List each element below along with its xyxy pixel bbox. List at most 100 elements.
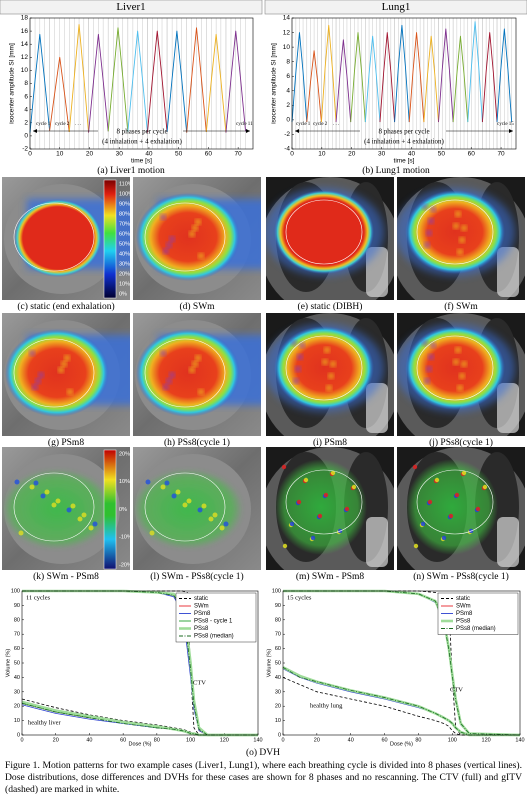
ctv-contour <box>416 199 494 265</box>
y-tick-label: 100 <box>11 588 20 594</box>
x-tick-label: 70 <box>497 151 505 158</box>
figure: Liver1 Lung1 (a) Liver1 motion (b) Lung1… <box>0 0 527 758</box>
panel-caption: (a) Liver1 motion <box>97 165 165 176</box>
diff-spot <box>164 480 170 486</box>
diff-spot <box>66 507 72 513</box>
diff-spot <box>475 506 481 512</box>
y-tick-label: 10 <box>14 718 20 724</box>
y-tick-label: 6 <box>286 73 290 80</box>
diff-spot <box>149 530 155 536</box>
dose-region <box>5 329 109 417</box>
diff-spot <box>186 498 192 504</box>
x-tick-label: 30 <box>378 151 386 158</box>
x-tick-label: 80 <box>415 737 421 743</box>
motion-curve <box>394 24 410 123</box>
y-tick-label: 30 <box>275 689 281 695</box>
colorbar-label: -10% <box>119 535 132 541</box>
y-axis-label: Volume (%) <box>266 649 272 678</box>
diff-spot <box>427 499 433 505</box>
dose-hotspot <box>430 342 436 348</box>
legend-label: static <box>194 596 208 602</box>
diff-region <box>275 459 367 555</box>
ctv-contour <box>13 472 95 542</box>
x-tick-label: 100 <box>448 737 457 743</box>
legend-label: PSs8 (median) <box>194 634 234 640</box>
annotation: CTV <box>193 679 206 686</box>
dose-image <box>133 447 261 570</box>
diff-spot <box>77 516 83 522</box>
diff-spot <box>212 512 218 518</box>
plot-frame <box>29 17 254 150</box>
colorbar-label: 110% <box>119 181 133 187</box>
panel-caption: (g) PSm8 <box>48 437 84 448</box>
dose-hotspot <box>163 248 169 254</box>
arrow-head <box>33 129 37 133</box>
dose-hotspot <box>192 225 198 231</box>
arrow-head <box>295 129 299 133</box>
y-tick-label: 10 <box>283 44 291 51</box>
x-tick-label: 70 <box>235 151 243 158</box>
dose-image <box>2 177 130 300</box>
column-header-box <box>0 0 263 15</box>
diff-spot <box>40 493 46 499</box>
diff-spot <box>88 525 94 531</box>
y-tick-label: 18 <box>21 15 29 22</box>
x-tick-label: 50 <box>438 151 446 158</box>
dose-region <box>136 193 240 281</box>
dose-hotspot <box>299 342 305 348</box>
dose-hotspot <box>457 385 463 391</box>
ct-spine <box>497 247 519 297</box>
x-tick-label: 20 <box>348 151 356 158</box>
ctv-contour <box>144 472 226 542</box>
dose-hotspot <box>424 378 430 384</box>
annotation: CTV <box>450 686 463 693</box>
legend-label: SWm <box>194 604 209 610</box>
dose-region <box>274 190 374 274</box>
dose-hotspot <box>198 253 204 259</box>
annotation: 15 cycles <box>287 594 312 601</box>
column-header: Lung1 <box>382 1 411 13</box>
motion-curve <box>291 32 308 123</box>
ctv-contour <box>144 202 226 272</box>
dose-hotspot <box>426 366 432 372</box>
dose-hotspot <box>330 361 336 367</box>
x-tick-label: 140 <box>253 737 262 743</box>
dose-image <box>133 177 261 300</box>
motion-curve <box>68 24 90 133</box>
dvh-curve-healthy <box>282 666 520 736</box>
legend-label: PSs8 - cycle 1 <box>194 619 233 625</box>
diff-spot <box>448 513 454 519</box>
dose-image <box>266 177 394 300</box>
legend-label: SWm <box>456 604 471 610</box>
dose-hotspot <box>198 389 204 395</box>
y-tick-label: 0 <box>17 732 20 738</box>
dose-image <box>397 447 525 570</box>
y-tick-label: 30 <box>14 689 20 695</box>
motion-curve <box>127 30 148 133</box>
annotation: cycle 15 <box>497 122 514 127</box>
colorbar-label: 50% <box>119 241 130 247</box>
colorbar-label: 20% <box>119 451 130 457</box>
dose-region <box>405 326 505 410</box>
x-tick-label: 40 <box>408 151 416 158</box>
annotation: cycle 11 <box>236 122 253 127</box>
y-tick-label: 12 <box>283 29 291 36</box>
dose-hotspot <box>58 367 64 373</box>
dose-hotspot <box>189 367 195 373</box>
motion-curve <box>350 32 366 123</box>
diff-spot <box>201 503 207 509</box>
dose-hotspot <box>322 359 328 365</box>
panel-caption: (n) SWm - PSs8(cycle 1) <box>413 571 509 582</box>
dvh-curve-ctv <box>22 590 258 736</box>
dose-hotspot <box>192 361 198 367</box>
diff-region <box>406 459 498 555</box>
y-tick-label: 4 <box>24 106 28 113</box>
annotation: (4 inhalation + 4 exhalation) <box>102 138 182 146</box>
dose-image <box>397 313 525 436</box>
motion-curve <box>166 30 188 133</box>
dose-hotspot <box>293 378 299 384</box>
colorbar-label: 90% <box>119 201 130 207</box>
diff-spot <box>182 502 188 508</box>
legend-label: PSm8 <box>194 611 211 617</box>
diff-spot <box>412 464 418 470</box>
